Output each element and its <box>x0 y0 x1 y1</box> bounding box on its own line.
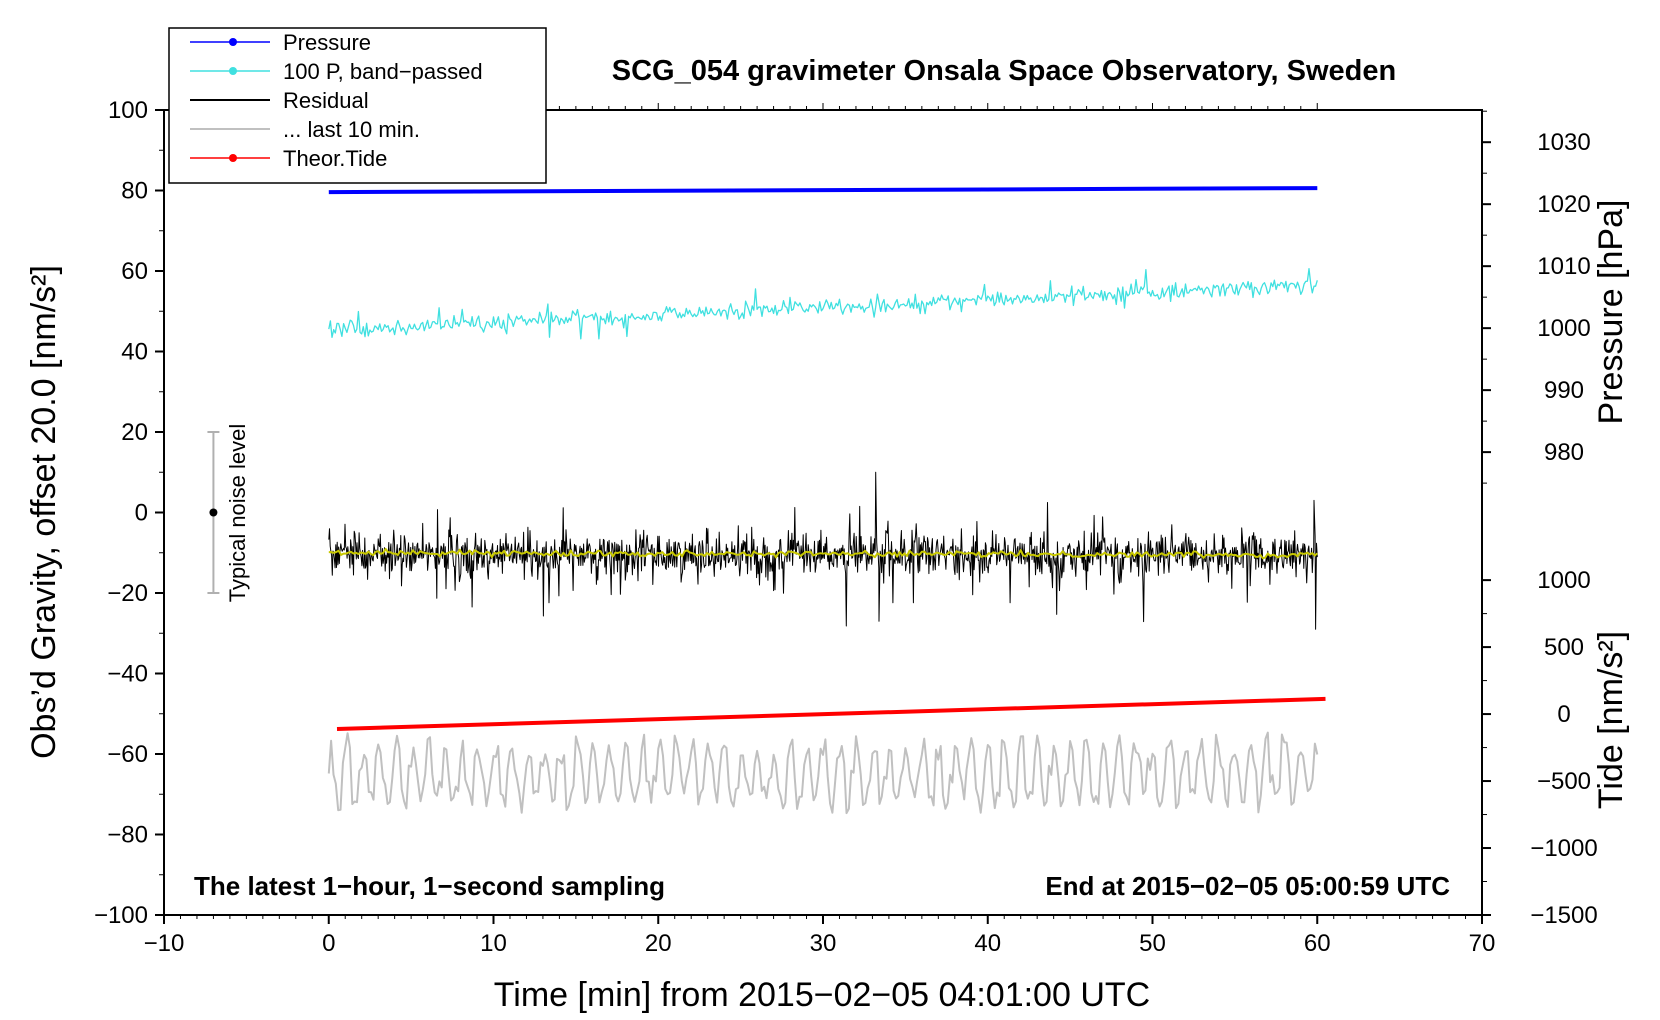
x-tick-label: 40 <box>974 930 1001 957</box>
legend-label: Theor.Tide <box>283 146 387 171</box>
pressure-tick-label: 1030 <box>1537 129 1590 156</box>
x-tick-label: 70 <box>1469 930 1496 957</box>
legend-dot <box>229 67 237 75</box>
x-tick-label: 20 <box>645 930 672 957</box>
y-tick-label: 100 <box>108 97 148 124</box>
y-tick-label: −20 <box>107 580 148 607</box>
tide-tick-label: 1000 <box>1537 567 1590 594</box>
pressure-tick-label: 1000 <box>1537 315 1590 342</box>
series-100-p-band-passed <box>328 268 1318 340</box>
y-tick-label: −100 <box>94 902 148 929</box>
noise-label: Typical noise level <box>225 424 250 603</box>
tide-tick-label: −1000 <box>1530 835 1597 862</box>
x-tick-label: 0 <box>322 930 335 957</box>
series-pressure <box>328 186 1318 195</box>
series-residual <box>328 471 1318 630</box>
y-tick-label: −60 <box>107 741 148 768</box>
tide-tick-label: 500 <box>1544 634 1584 661</box>
y-tick-label: 60 <box>121 258 148 285</box>
plot-frame <box>163 109 1483 916</box>
y-tick-label: −80 <box>107 822 148 849</box>
pressure-tick-label: 990 <box>1544 377 1584 404</box>
ticks-layer: −10 0 10 20 30 40 50 60 70−100−80−60−40−20020406… <box>94 97 1598 957</box>
tide-axis-title: Tide [nm/s²] <box>1592 631 1630 809</box>
legend-dot <box>229 154 237 162</box>
legend: Pressure 100 P, band−passed Residual ... la… <box>168 27 547 184</box>
annotation-left: The latest 1−hour, 1−second sampling <box>194 871 665 901</box>
y-axis-title: Obs’d Gravity, offset 20.0 [nm/s²] <box>25 265 63 759</box>
y-tick-label: 80 <box>121 178 148 205</box>
legend-label: 100 P, band−passed <box>283 59 483 84</box>
y-tick-label: 40 <box>121 339 148 366</box>
tide-tick-label: −1500 <box>1530 902 1597 929</box>
y-tick-label: 0 <box>135 500 148 527</box>
series-layer <box>327 186 1326 815</box>
x-tick-label: 50 <box>1139 930 1166 957</box>
pressure-tick-label: 1010 <box>1537 253 1590 280</box>
x-axis-title: Time [min] from 2015−02−05 04:01:00 UTC <box>494 976 1150 1014</box>
annotation-right: End at 2015−02−05 05:00:59 UTC <box>1045 871 1450 901</box>
legend-label: ... last 10 min. <box>283 117 420 142</box>
x-tick-label: 60 <box>1304 930 1331 957</box>
chart-title: SCG_054 gravimeter Onsala Space Observat… <box>612 55 1396 87</box>
series-theor-tide <box>336 696 1326 731</box>
pressure-tick-label: 1020 <box>1537 191 1590 218</box>
y-tick-label: −40 <box>107 661 148 688</box>
series-last-10-min <box>327 731 1319 815</box>
pressure-tick-label: 980 <box>1544 439 1584 466</box>
y-tick-label: 20 <box>121 419 148 446</box>
pressure-axis-title: Pressure [hPa] <box>1592 200 1630 425</box>
tide-tick-label: −500 <box>1537 768 1591 795</box>
x-tick-label: 10 <box>480 930 507 957</box>
legend-label: Pressure <box>283 30 371 55</box>
x-tick-label: −10 <box>144 930 185 957</box>
legend-dot <box>229 38 237 46</box>
tide-tick-label: 0 <box>1557 701 1570 728</box>
x-tick-label: 30 <box>810 930 837 957</box>
noise-bar-center-dot <box>209 508 218 517</box>
legend-label: Residual <box>283 88 369 113</box>
series-residual-smoothed <box>328 547 1318 560</box>
legend-box <box>168 27 547 184</box>
noise-bar: Typical noise level <box>207 424 250 603</box>
